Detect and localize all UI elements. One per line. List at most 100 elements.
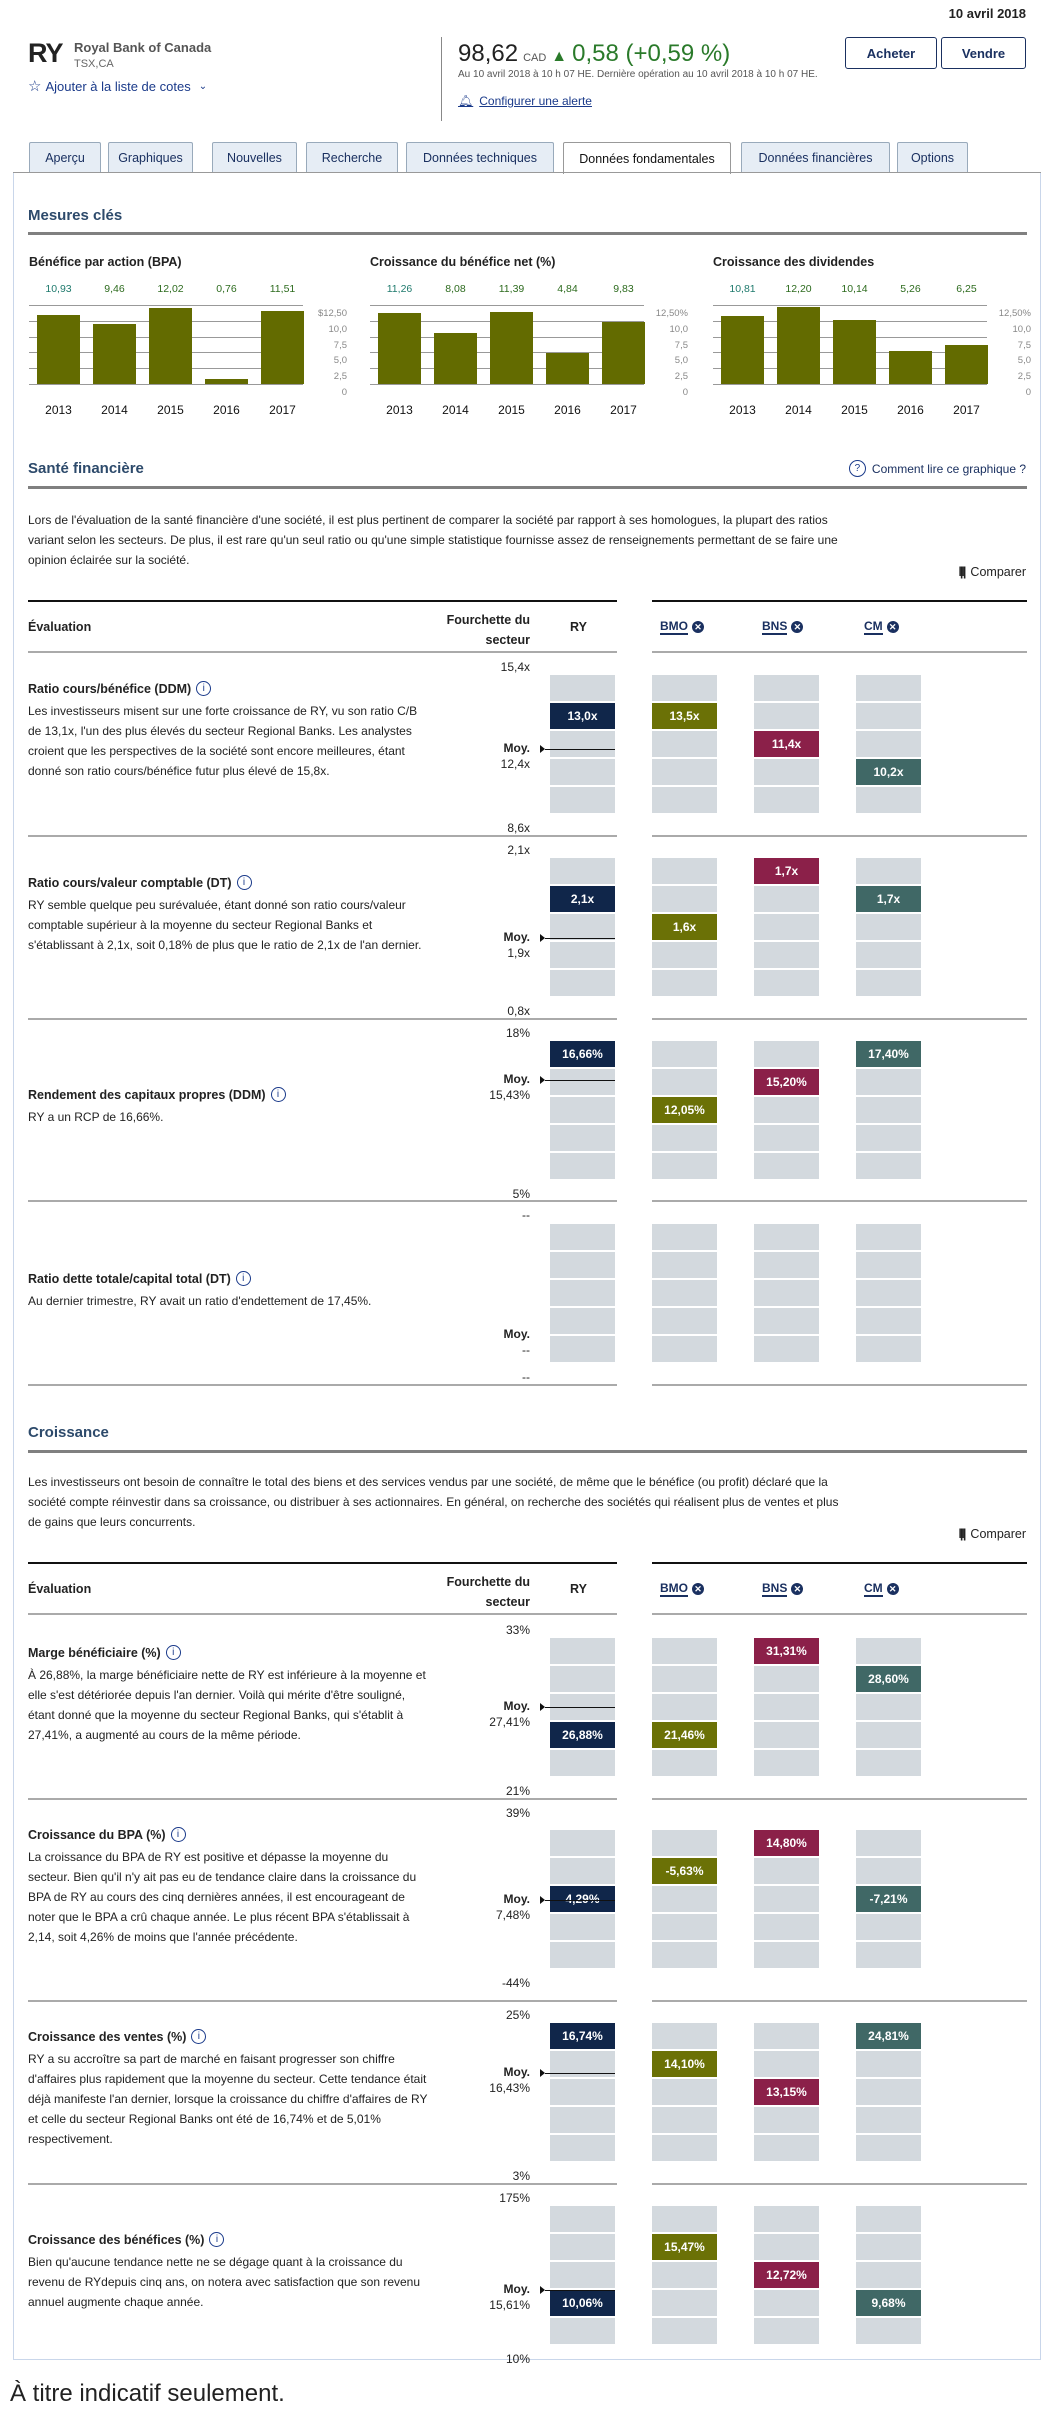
tab-aper-u[interactable]: Aperçu [29,142,101,173]
bar-value-label: 4,84 [557,283,578,295]
empty-cell [754,1914,819,1940]
tab-graphiques[interactable]: Graphiques [108,142,193,173]
empty-cell [550,1336,615,1362]
empty-cell [754,2290,819,2316]
info-icon[interactable]: i [165,1645,181,1660]
remove-peer-icon[interactable]: ✕ [692,1583,704,1595]
empty-cell [550,1942,615,1968]
compare-button[interactable]: ǀ|ǀ| Comparer [958,1527,1026,1541]
bns-value: 14,80% [754,1830,819,1856]
remove-peer-icon[interactable]: ✕ [791,621,804,633]
empty-cell [652,1308,717,1334]
remove-peer-icon[interactable]: ✕ [886,621,899,633]
add-to-watchlist-link[interactable]: ☆ Ajouter à la liste de cotes ⌄ [28,77,207,95]
y-tick-label: 2,5 [1017,371,1031,382]
tab-donn-es-techniques[interactable]: Données techniques [406,142,554,173]
compare-label: Comparer [970,1527,1026,1541]
x-tick-label: 2016 [213,403,240,417]
average-marker-icon [540,2069,545,2078]
row-rule [652,1200,1027,1202]
average-value: -- [522,1342,530,1357]
peer-link[interactable]: BMO [660,619,688,635]
empty-cell [856,1097,921,1123]
tab-donn-es-financi-res[interactable]: Données financières [741,142,890,173]
empty-cell [856,2079,921,2105]
range-high: 18% [505,1026,530,1040]
sell-button[interactable]: Vendre [941,37,1026,69]
info-icon[interactable]: i [235,1271,251,1286]
empty-cell [754,675,819,701]
empty-cell [550,1252,615,1278]
buy-button[interactable]: Acheter [845,37,937,69]
empty-cell [856,2206,921,2232]
empty-cell [550,1666,615,1692]
range-low: 10% [505,2352,530,2366]
y-tick-label: 0 [682,387,688,398]
peer-link[interactable]: BMO [660,1581,688,1597]
compare-button[interactable]: ǀ|ǀ| Comparer [958,565,1026,579]
remove-peer-icon[interactable]: ✕ [791,1583,804,1595]
remove-peer-icon[interactable]: ✕ [886,1583,899,1595]
info-icon[interactable]: i [196,681,212,696]
row-rule [652,2000,1027,2002]
empty-cell [550,1097,615,1123]
metric-name: Croissance du BPA (%) [28,1827,166,1842]
row-rule [652,2183,1027,2185]
how-to-read-link[interactable]: ? Comment lire ce graphique ? [848,460,1026,477]
info-icon[interactable]: i [236,875,252,890]
peer-link[interactable]: BNS [762,1581,788,1597]
empty-cell [754,759,819,785]
info-icon[interactable]: i [270,1087,286,1102]
average-label: Moy. [503,741,530,756]
empty-cell [856,858,921,884]
empty-cell [652,731,717,757]
empty-cell [550,1224,615,1250]
configure-alert-link[interactable]: 🔔︎ Configurer une alerte [458,94,592,108]
tab-recherche[interactable]: Recherche [306,142,398,173]
remove-peer-icon[interactable]: ✕ [692,621,704,633]
empty-cell [652,1638,717,1664]
evaluation-header: Évaluation [28,620,92,634]
metric-name: Rendement des capitaux propres (DDM) [28,1087,266,1102]
ry-value: 4,29% [550,1886,615,1912]
empty-cell [754,1280,819,1306]
range-low: 8,6x [507,821,530,835]
x-tick-label: 2015 [157,403,184,417]
row-rule [652,1798,1027,1800]
average-value: 7,48% [495,1908,530,1922]
empty-cell [652,1914,717,1940]
ry-value: 2,1x [550,886,615,912]
range-high: 15,4x [500,660,530,674]
empty-cell [856,1914,921,1940]
empty-cell [754,1041,819,1067]
empty-cell [754,1224,819,1250]
empty-cell [550,2318,615,2344]
info-icon[interactable]: i [209,2232,225,2247]
peer-link[interactable]: BNS [762,619,788,635]
peer-link[interactable]: CM [864,619,883,635]
tab-options[interactable]: Options [897,142,968,173]
average-value: 12,4x [500,757,530,772]
tab-donn-es-fondamentales[interactable]: Données fondamentales [563,142,731,174]
average-line [545,2073,615,2075]
y-tick-label: 7,5 [333,340,347,351]
tab-nouvelles[interactable]: Nouvelles [212,142,297,173]
metric-title: Croissance des ventes (%) i [28,2029,207,2044]
gridline [713,384,987,385]
peer-link[interactable]: CM [864,1581,883,1597]
bar [149,308,192,384]
bar [602,321,645,384]
average-label: Moy. [503,929,530,944]
metric-description: RY a su accroître sa part de marché en f… [28,2052,428,2146]
info-icon[interactable]: i [191,2029,207,2044]
empty-cell [652,1666,717,1692]
info-icon[interactable]: i [170,1827,186,1842]
average-label: Moy. [503,1326,530,1341]
empty-cell [754,970,819,996]
empty-cell [652,787,717,813]
bar [37,314,80,384]
bar [945,344,988,384]
section-rule [28,1450,1027,1453]
bar [93,324,136,384]
empty-cell [754,2318,819,2344]
